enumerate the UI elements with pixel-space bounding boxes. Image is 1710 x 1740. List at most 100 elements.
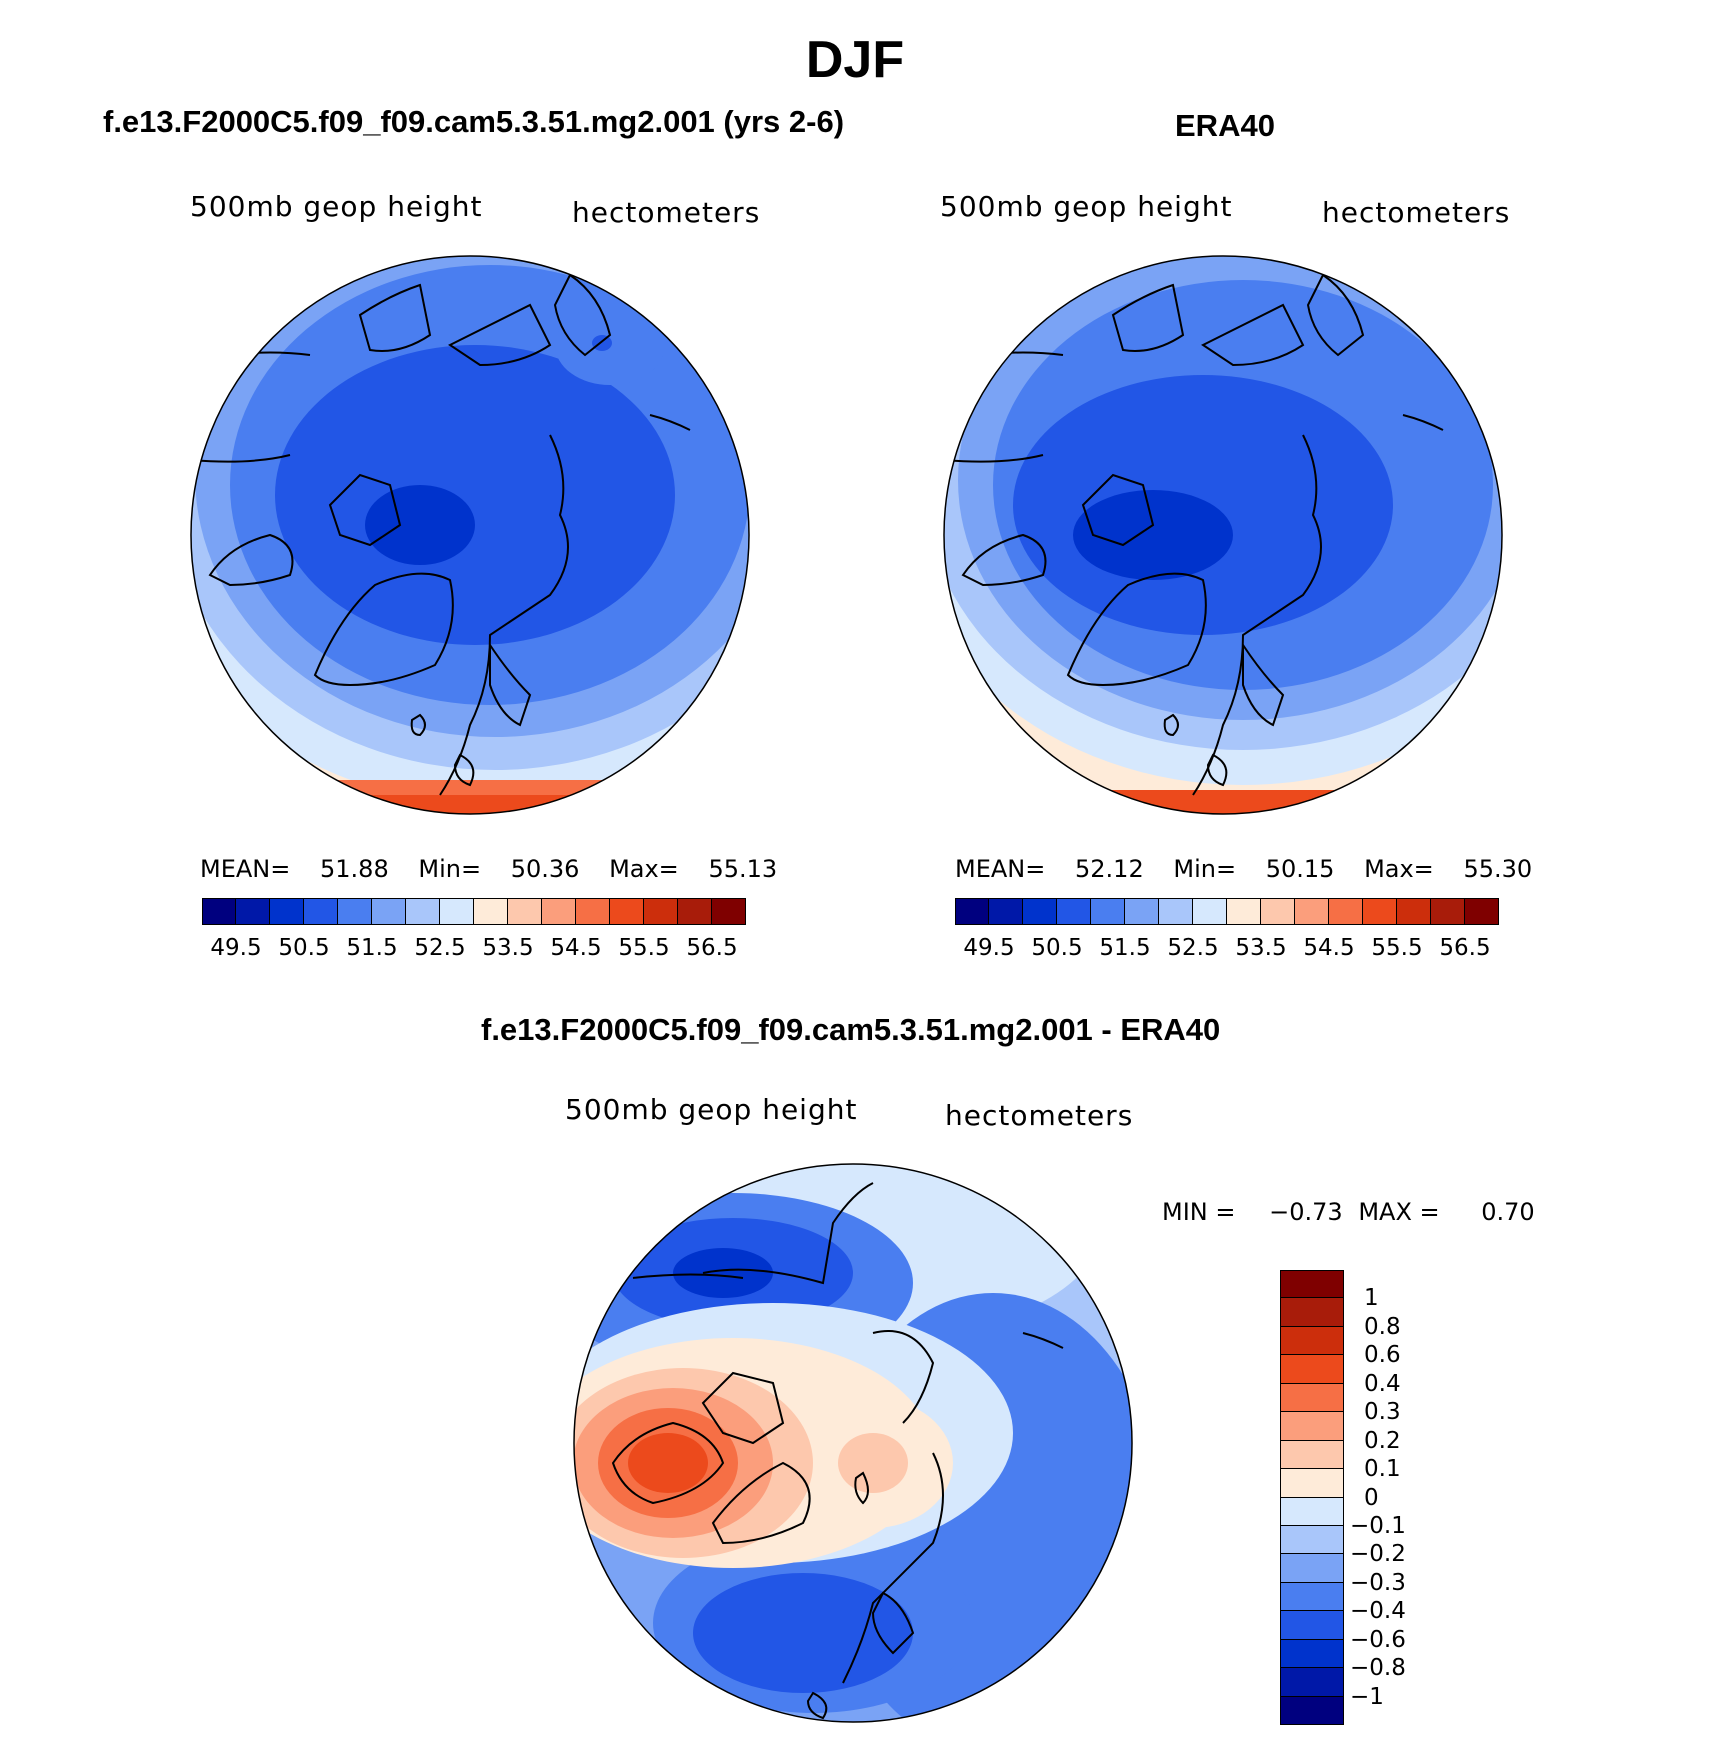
diff-panel-title: f.e13.F2000C5.f09_f09.cam5.3.51.mg2.001 … (481, 1012, 1221, 1047)
colorbar-swatch (1280, 1696, 1344, 1725)
colorbar-tick-label: 55.5 (618, 935, 670, 961)
colorbar-tick-label: 52.5 (1167, 935, 1219, 961)
colorbar-tick-label: −0.8 (1350, 1655, 1406, 1682)
colorbar-swatch (1280, 1469, 1344, 1498)
model-mean-label: MEAN= (200, 855, 291, 883)
colorbar-tick-label: −1 (1350, 1683, 1384, 1710)
colorbar-swatch (1193, 898, 1227, 925)
diff-min-label: MIN = (1162, 1198, 1236, 1226)
model-map (190, 255, 750, 815)
colorbar-swatch (1057, 898, 1091, 925)
obs-units-label: hectometers (1322, 196, 1511, 229)
colorbar-swatch (372, 898, 406, 925)
model-max-label: Max= (609, 855, 679, 883)
colorbar-swatch (1261, 898, 1295, 925)
diff-colorbar (1280, 1270, 1344, 1725)
colorbar-tick-label: 51.5 (1099, 935, 1151, 961)
diff-max-value: 0.70 (1481, 1198, 1535, 1226)
colorbar-tick-label: 49.5 (963, 935, 1015, 961)
colorbar-tick-label: −0.1 (1350, 1512, 1406, 1539)
colorbar-tick-label: 50.5 (278, 935, 330, 961)
colorbar-tick-label: 0.1 (1364, 1456, 1401, 1483)
colorbar-swatch (1125, 898, 1159, 925)
colorbar-swatch (202, 898, 236, 925)
diff-stats: MIN = −0.73 MAX = 0.70 (1162, 1198, 1535, 1226)
obs-colorbar (955, 898, 1499, 925)
colorbar-tick-label: 53.5 (482, 935, 534, 961)
colorbar-tick-label: 0 (1364, 1484, 1379, 1511)
colorbar-swatch (1091, 898, 1125, 925)
model-min-value: 50.36 (510, 855, 580, 883)
colorbar-swatch (1280, 1639, 1344, 1669)
colorbar-tick-label: 0.6 (1364, 1342, 1401, 1369)
figure-title: DJF (805, 31, 905, 89)
colorbar-swatch (1280, 1668, 1344, 1697)
colorbar-swatch (1280, 1355, 1344, 1384)
colorbar-swatch (338, 898, 372, 925)
obs-map (943, 255, 1503, 815)
colorbar-swatch (304, 898, 338, 925)
model-colorbar-ticks: 49.5 50.5 51.5 52.5 53.5 54.5 55.5 56.5 (202, 935, 746, 965)
colorbar-tick-label: 52.5 (414, 935, 466, 961)
colorbar-swatch (1280, 1298, 1344, 1327)
colorbar-tick-label: 50.5 (1031, 935, 1083, 961)
obs-max-label: Max= (1364, 855, 1434, 883)
colorbar-tick-label: 54.5 (550, 935, 602, 961)
colorbar-swatch (1280, 1326, 1344, 1356)
obs-stats: MEAN= 52.12 Min= 50.15 Max= 55.30 (955, 855, 1532, 883)
colorbar-swatch (1280, 1554, 1344, 1583)
colorbar-tick-label: 49.5 (210, 935, 262, 961)
colorbar-swatch (678, 898, 712, 925)
diff-min-value: −0.73 (1269, 1198, 1343, 1226)
model-variable-label: 500mb geop height (190, 190, 483, 223)
colorbar-tick-label: 0.2 (1364, 1427, 1401, 1454)
colorbar-swatch (440, 898, 474, 925)
colorbar-swatch (406, 898, 440, 925)
colorbar-swatch (1280, 1440, 1344, 1470)
colorbar-tick-label: −0.2 (1350, 1541, 1406, 1568)
colorbar-swatch (270, 898, 304, 925)
model-panel-title: f.e13.F2000C5.f09_f09.cam5.3.51.mg2.001 … (103, 104, 845, 139)
colorbar-swatch (1295, 898, 1329, 925)
colorbar-swatch (1363, 898, 1397, 925)
obs-min-label: Min= (1173, 855, 1237, 883)
model-units-label: hectometers (572, 196, 761, 229)
colorbar-swatch (1280, 1582, 1344, 1612)
obs-variable-label: 500mb geop height (940, 190, 1233, 223)
colorbar-swatch (712, 898, 746, 925)
colorbar-swatch (1280, 1412, 1344, 1441)
colorbar-swatch (1280, 1383, 1344, 1413)
colorbar-swatch (610, 898, 644, 925)
colorbar-tick-label: 54.5 (1303, 935, 1355, 961)
colorbar-swatch (1159, 898, 1193, 925)
colorbar-tick-label: −0.4 (1350, 1598, 1406, 1625)
diff-max-label: MAX = (1358, 1198, 1440, 1226)
model-min-label: Min= (418, 855, 482, 883)
obs-min-value: 50.15 (1265, 855, 1335, 883)
model-colorbar (202, 898, 746, 925)
colorbar-swatch (236, 898, 270, 925)
colorbar-swatch (474, 898, 508, 925)
colorbar-tick-label: 1 (1364, 1285, 1379, 1312)
colorbar-tick-label: −0.6 (1350, 1626, 1406, 1653)
colorbar-tick-label: 55.5 (1371, 935, 1423, 961)
colorbar-swatch (576, 898, 610, 925)
model-max-value: 55.13 (708, 855, 778, 883)
colorbar-swatch (1227, 898, 1261, 925)
diff-variable-label: 500mb geop height (565, 1093, 858, 1126)
diff-map (573, 1163, 1133, 1723)
colorbar-tick-label: 56.5 (686, 935, 738, 961)
colorbar-swatch (508, 898, 542, 925)
colorbar-tick-label: 0.3 (1364, 1399, 1401, 1426)
colorbar-swatch (542, 898, 576, 925)
colorbar-tick-label: −0.3 (1350, 1569, 1406, 1596)
colorbar-tick-label: 51.5 (346, 935, 398, 961)
colorbar-swatch (1431, 898, 1465, 925)
obs-max-value: 55.30 (1463, 855, 1533, 883)
colorbar-swatch (1465, 898, 1499, 925)
colorbar-swatch (989, 898, 1023, 925)
colorbar-swatch (1329, 898, 1363, 925)
diff-colorbar-ticks: 1 0.8 0.6 0.4 0.3 0.2 0.1 0 −0.1 −0.2 −0.3 −0.4 −0.6… (1350, 1270, 1440, 1725)
obs-colorbar-ticks: 49.5 50.5 51.5 52.5 53.5 54.5 55.5 56.5 (955, 935, 1499, 965)
colorbar-swatch (1280, 1611, 1344, 1640)
